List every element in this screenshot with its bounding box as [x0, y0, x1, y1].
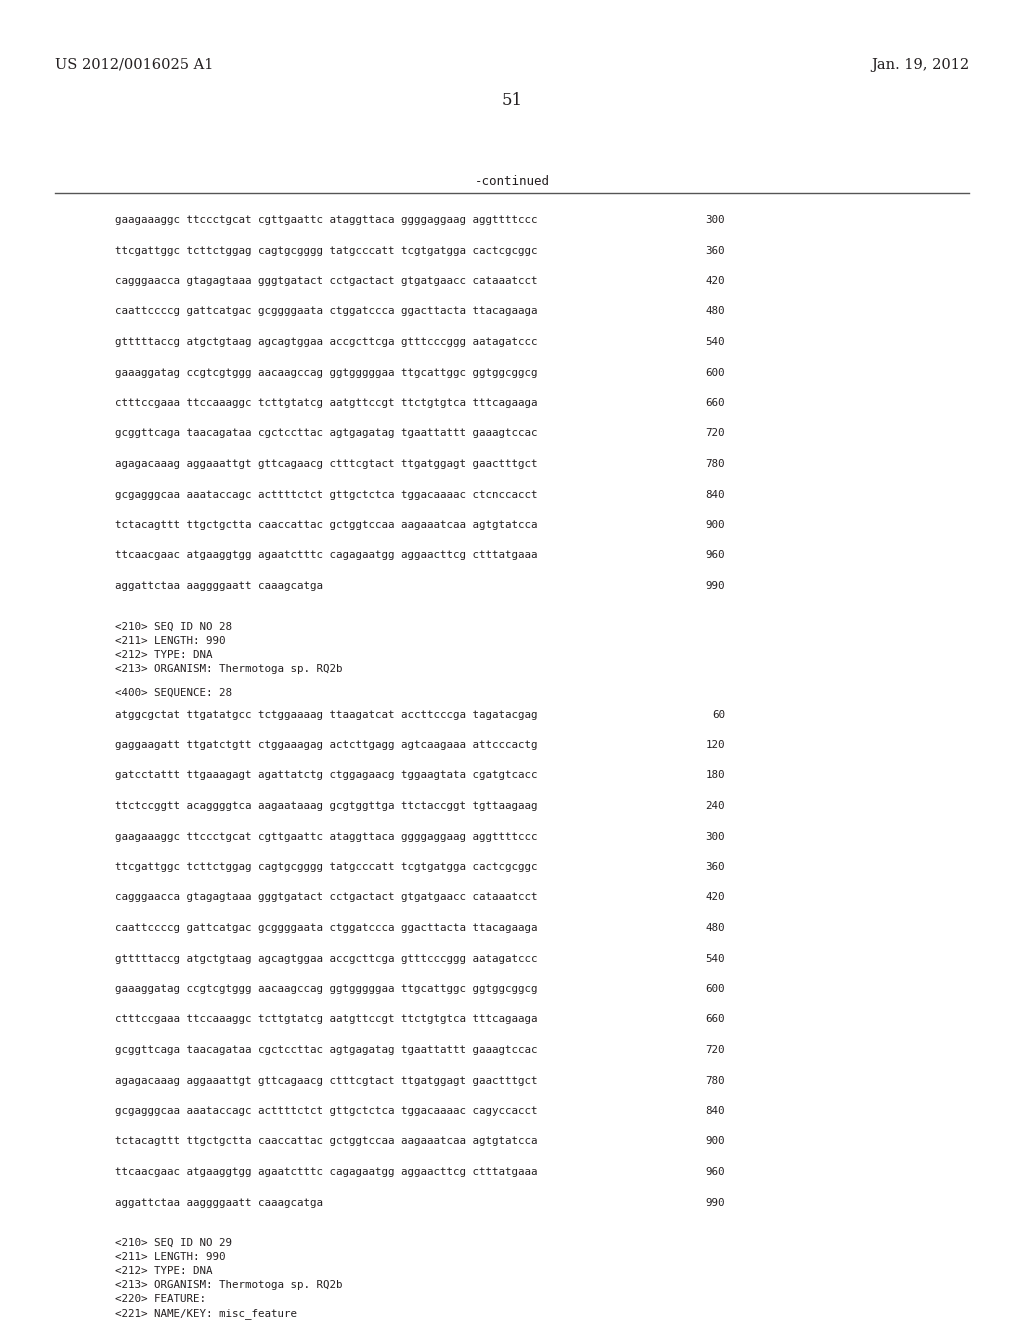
Text: <210> SEQ ID NO 28: <210> SEQ ID NO 28 [115, 622, 232, 631]
Text: ttcaacgaac atgaaggtgg agaatctttc cagagaatgg aggaacttcg ctttatgaaa: ttcaacgaac atgaaggtgg agaatctttc cagagaa… [115, 1167, 538, 1177]
Text: 600: 600 [706, 983, 725, 994]
Text: 60: 60 [712, 710, 725, 719]
Text: <211> LENGTH: 990: <211> LENGTH: 990 [115, 635, 225, 645]
Text: 51: 51 [502, 92, 522, 110]
Text: 720: 720 [706, 1045, 725, 1055]
Text: gaagaaaggc ttccctgcat cgttgaattc ataggttaca ggggaggaag aggttttccc: gaagaaaggc ttccctgcat cgttgaattc ataggtt… [115, 215, 538, 224]
Text: 780: 780 [706, 1076, 725, 1085]
Text: gatcctattt ttgaaagagt agattatctg ctggagaacg tggaagtata cgatgtcacc: gatcctattt ttgaaagagt agattatctg ctggaga… [115, 771, 538, 780]
Text: 360: 360 [706, 246, 725, 256]
Text: <220> FEATURE:: <220> FEATURE: [115, 1294, 206, 1304]
Text: ttcaacgaac atgaaggtgg agaatctttc cagagaatgg aggaacttcg ctttatgaaa: ttcaacgaac atgaaggtgg agaatctttc cagagaa… [115, 550, 538, 561]
Text: gaaaggatag ccgtcgtggg aacaagccag ggtgggggaa ttgcattggc ggtggcggcg: gaaaggatag ccgtcgtggg aacaagccag ggtgggg… [115, 367, 538, 378]
Text: 480: 480 [706, 923, 725, 933]
Text: <212> TYPE: DNA: <212> TYPE: DNA [115, 1266, 213, 1276]
Text: aggattctaa aaggggaatt caaagcatga: aggattctaa aaggggaatt caaagcatga [115, 1197, 323, 1208]
Text: 420: 420 [706, 892, 725, 903]
Text: gaagaaaggc ttccctgcat cgttgaattc ataggttaca ggggaggaag aggttttccc: gaagaaaggc ttccctgcat cgttgaattc ataggtt… [115, 832, 538, 842]
Text: gtttttaccg atgctgtaag agcagtggaa accgcttcga gtttcccggg aatagatccc: gtttttaccg atgctgtaag agcagtggaa accgctt… [115, 953, 538, 964]
Text: 300: 300 [706, 215, 725, 224]
Text: 540: 540 [706, 953, 725, 964]
Text: 840: 840 [706, 490, 725, 499]
Text: ctttccgaaa ttccaaaggc tcttgtatcg aatgttccgt ttctgtgtca tttcagaaga: ctttccgaaa ttccaaaggc tcttgtatcg aatgttc… [115, 399, 538, 408]
Text: 840: 840 [706, 1106, 725, 1115]
Text: 780: 780 [706, 459, 725, 469]
Text: US 2012/0016025 A1: US 2012/0016025 A1 [55, 58, 213, 73]
Text: 420: 420 [706, 276, 725, 286]
Text: 900: 900 [706, 520, 725, 531]
Text: 990: 990 [706, 1197, 725, 1208]
Text: cagggaacca gtagagtaaa gggtgatact cctgactact gtgatgaacc cataaatcct: cagggaacca gtagagtaaa gggtgatact cctgact… [115, 276, 538, 286]
Text: 600: 600 [706, 367, 725, 378]
Text: gaaaggatag ccgtcgtggg aacaagccag ggtgggggaa ttgcattggc ggtggcggcg: gaaaggatag ccgtcgtggg aacaagccag ggtgggg… [115, 983, 538, 994]
Text: 660: 660 [706, 1015, 725, 1024]
Text: caattccccg gattcatgac gcggggaata ctggatccca ggacttacta ttacagaaga: caattccccg gattcatgac gcggggaata ctggatc… [115, 306, 538, 317]
Text: tctacagttt ttgctgctta caaccattac gctggtccaa aagaaatcaa agtgtatcca: tctacagttt ttgctgctta caaccattac gctggtc… [115, 1137, 538, 1147]
Text: tctacagttt ttgctgctta caaccattac gctggtccaa aagaaatcaa agtgtatcca: tctacagttt ttgctgctta caaccattac gctggtc… [115, 520, 538, 531]
Text: <213> ORGANISM: Thermotoga sp. RQ2b: <213> ORGANISM: Thermotoga sp. RQ2b [115, 1280, 342, 1290]
Text: 180: 180 [706, 771, 725, 780]
Text: atggcgctat ttgatatgcc tctggaaaag ttaagatcat accttcccga tagatacgag: atggcgctat ttgatatgcc tctggaaaag ttaagat… [115, 710, 538, 719]
Text: gcgagggcaa aaataccagc acttttctct gttgctctca tggacaaaac cagyccacct: gcgagggcaa aaataccagc acttttctct gttgctc… [115, 1106, 538, 1115]
Text: 960: 960 [706, 550, 725, 561]
Text: gaggaagatt ttgatctgtt ctggaaagag actcttgagg agtcaagaaa attcccactg: gaggaagatt ttgatctgtt ctggaaagag actcttg… [115, 741, 538, 750]
Text: <221> NAME/KEY: misc_feature: <221> NAME/KEY: misc_feature [115, 1308, 297, 1319]
Text: 120: 120 [706, 741, 725, 750]
Text: gtttttaccg atgctgtaag agcagtggaa accgcttcga gtttcccggg aatagatccc: gtttttaccg atgctgtaag agcagtggaa accgctt… [115, 337, 538, 347]
Text: 360: 360 [706, 862, 725, 873]
Text: 240: 240 [706, 801, 725, 810]
Text: caattccccg gattcatgac gcggggaata ctggatccca ggacttacta ttacagaaga: caattccccg gattcatgac gcggggaata ctggatc… [115, 923, 538, 933]
Text: <400> SEQUENCE: 28: <400> SEQUENCE: 28 [115, 688, 232, 697]
Text: 540: 540 [706, 337, 725, 347]
Text: 960: 960 [706, 1167, 725, 1177]
Text: aggattctaa aaggggaatt caaagcatga: aggattctaa aaggggaatt caaagcatga [115, 581, 323, 591]
Text: <213> ORGANISM: Thermotoga sp. RQ2b: <213> ORGANISM: Thermotoga sp. RQ2b [115, 664, 342, 673]
Text: ttctccggtt acaggggtca aagaataaag gcgtggttga ttctaccggt tgttaagaag: ttctccggtt acaggggtca aagaataaag gcgtggt… [115, 801, 538, 810]
Text: 720: 720 [706, 429, 725, 438]
Text: 900: 900 [706, 1137, 725, 1147]
Text: -continued: -continued [474, 176, 550, 187]
Text: cagggaacca gtagagtaaa gggtgatact cctgactact gtgatgaacc cataaatcct: cagggaacca gtagagtaaa gggtgatact cctgact… [115, 892, 538, 903]
Text: 660: 660 [706, 399, 725, 408]
Text: gcgagggcaa aaataccagc acttttctct gttgctctca tggacaaaac ctcnccacct: gcgagggcaa aaataccagc acttttctct gttgctc… [115, 490, 538, 499]
Text: 480: 480 [706, 306, 725, 317]
Text: <211> LENGTH: 990: <211> LENGTH: 990 [115, 1251, 225, 1262]
Text: 990: 990 [706, 581, 725, 591]
Text: ttcgattggc tcttctggag cagtgcgggg tatgcccatt tcgtgatgga cactcgcggc: ttcgattggc tcttctggag cagtgcgggg tatgccc… [115, 862, 538, 873]
Text: <210> SEQ ID NO 29: <210> SEQ ID NO 29 [115, 1238, 232, 1247]
Text: ttcgattggc tcttctggag cagtgcgggg tatgcccatt tcgtgatgga cactcgcggc: ttcgattggc tcttctggag cagtgcgggg tatgccc… [115, 246, 538, 256]
Text: 300: 300 [706, 832, 725, 842]
Text: Jan. 19, 2012: Jan. 19, 2012 [870, 58, 969, 73]
Text: gcggttcaga taacagataa cgctccttac agtgagatag tgaattattt gaaagtccac: gcggttcaga taacagataa cgctccttac agtgaga… [115, 1045, 538, 1055]
Text: gcggttcaga taacagataa cgctccttac agtgagatag tgaattattt gaaagtccac: gcggttcaga taacagataa cgctccttac agtgaga… [115, 429, 538, 438]
Text: <212> TYPE: DNA: <212> TYPE: DNA [115, 649, 213, 660]
Text: agagacaaag aggaaattgt gttcagaacg ctttcgtact ttgatggagt gaactttgct: agagacaaag aggaaattgt gttcagaacg ctttcgt… [115, 1076, 538, 1085]
Text: ctttccgaaa ttccaaaggc tcttgtatcg aatgttccgt ttctgtgtca tttcagaaga: ctttccgaaa ttccaaaggc tcttgtatcg aatgttc… [115, 1015, 538, 1024]
Text: agagacaaag aggaaattgt gttcagaacg ctttcgtact ttgatggagt gaactttgct: agagacaaag aggaaattgt gttcagaacg ctttcgt… [115, 459, 538, 469]
